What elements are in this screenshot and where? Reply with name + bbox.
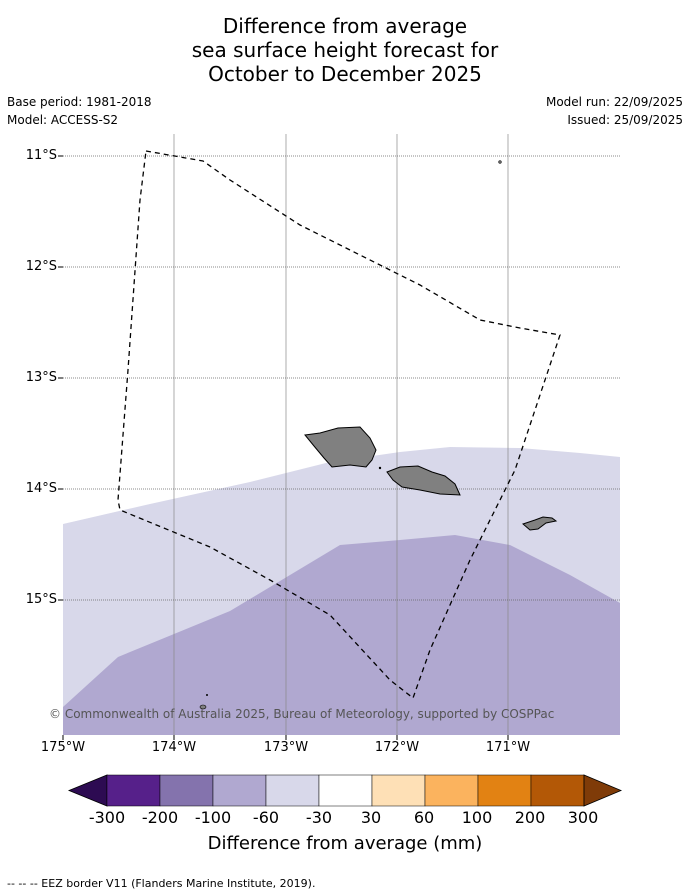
colorbar-segment <box>477 774 532 807</box>
colorbar-tick-label: -200 <box>141 808 179 827</box>
colorbar-extend-high <box>583 774 623 807</box>
lat-label-13s: 13°S <box>25 370 57 385</box>
colorbar <box>67 774 623 807</box>
issued-date: Issued: 25/09/2025 <box>567 113 683 127</box>
eez-border <box>117 150 561 700</box>
upolu-island <box>386 465 461 496</box>
colorbar-segment <box>265 774 320 807</box>
small-island-south-dot <box>206 694 208 696</box>
eez-legend-note: -- -- -- EEZ border V11 (Flanders Marine… <box>7 877 316 890</box>
base-period: Base period: 1981-2018 <box>7 95 152 109</box>
small-island-manono <box>378 466 382 470</box>
lon-label-173w: 173°W <box>263 740 309 755</box>
lat-label-11s: 11°S <box>25 148 57 163</box>
colorbar-tick-label: -300 <box>88 808 126 827</box>
colorbar-tick-label: 30 <box>360 808 382 827</box>
model-name: Model: ACCESS-S2 <box>7 113 119 127</box>
colorbar-segment <box>371 774 426 807</box>
colorbar-tick-label: -60 <box>252 808 280 827</box>
savaii-island <box>304 426 377 468</box>
grid-lines <box>173 134 509 735</box>
lat-grid-lines <box>63 155 620 601</box>
small-island-north <box>498 160 502 164</box>
colorbar-segment <box>424 774 479 807</box>
colorbar-segment <box>159 774 214 807</box>
colorbar-segment <box>106 774 161 807</box>
lon-ticks <box>62 735 509 740</box>
lon-label-175w: 175°W <box>40 740 86 755</box>
title-line-3: October to December 2025 <box>208 62 482 86</box>
copyright-notice: © Commonwealth of Australia 2025, Bureau… <box>49 707 555 721</box>
colorbar-title: Difference from average (mm) <box>207 833 483 854</box>
colorbar-tick-label: -100 <box>194 808 232 827</box>
colorbar-tick-label: -30 <box>305 808 333 827</box>
title-line-1: Difference from average <box>222 14 468 38</box>
lon-label-172w: 172°W <box>374 740 420 755</box>
model-run: Model run: 22/09/2025 <box>545 95 683 109</box>
colorbar-segment <box>530 774 585 807</box>
title-line-2: sea surface height forecast for <box>191 38 499 62</box>
lon-label-171w: 171°W <box>485 740 531 755</box>
colorbar-tick-label: 300 <box>567 808 599 827</box>
map-plot-area <box>63 134 620 735</box>
map-title: Difference from average sea surface heig… <box>0 14 690 86</box>
colorbar-segment <box>318 774 373 807</box>
anomaly-band-mid <box>63 535 620 735</box>
lat-label-14s: 14°S <box>25 481 57 496</box>
lat-label-12s: 12°S <box>25 259 57 274</box>
lat-label-15s: 15°S <box>25 592 57 607</box>
colorbar-segment <box>212 774 267 807</box>
colorbar-tick-label: 200 <box>514 808 546 827</box>
lon-label-174w: 174°W <box>151 740 197 755</box>
colorbar-tick-label: 60 <box>413 808 435 827</box>
colorbar-extend-low <box>67 774 108 807</box>
lat-ticks <box>58 155 63 601</box>
colorbar-tick-label: 100 <box>461 808 493 827</box>
tutuila-island <box>522 516 558 531</box>
small-island-south <box>199 704 207 710</box>
